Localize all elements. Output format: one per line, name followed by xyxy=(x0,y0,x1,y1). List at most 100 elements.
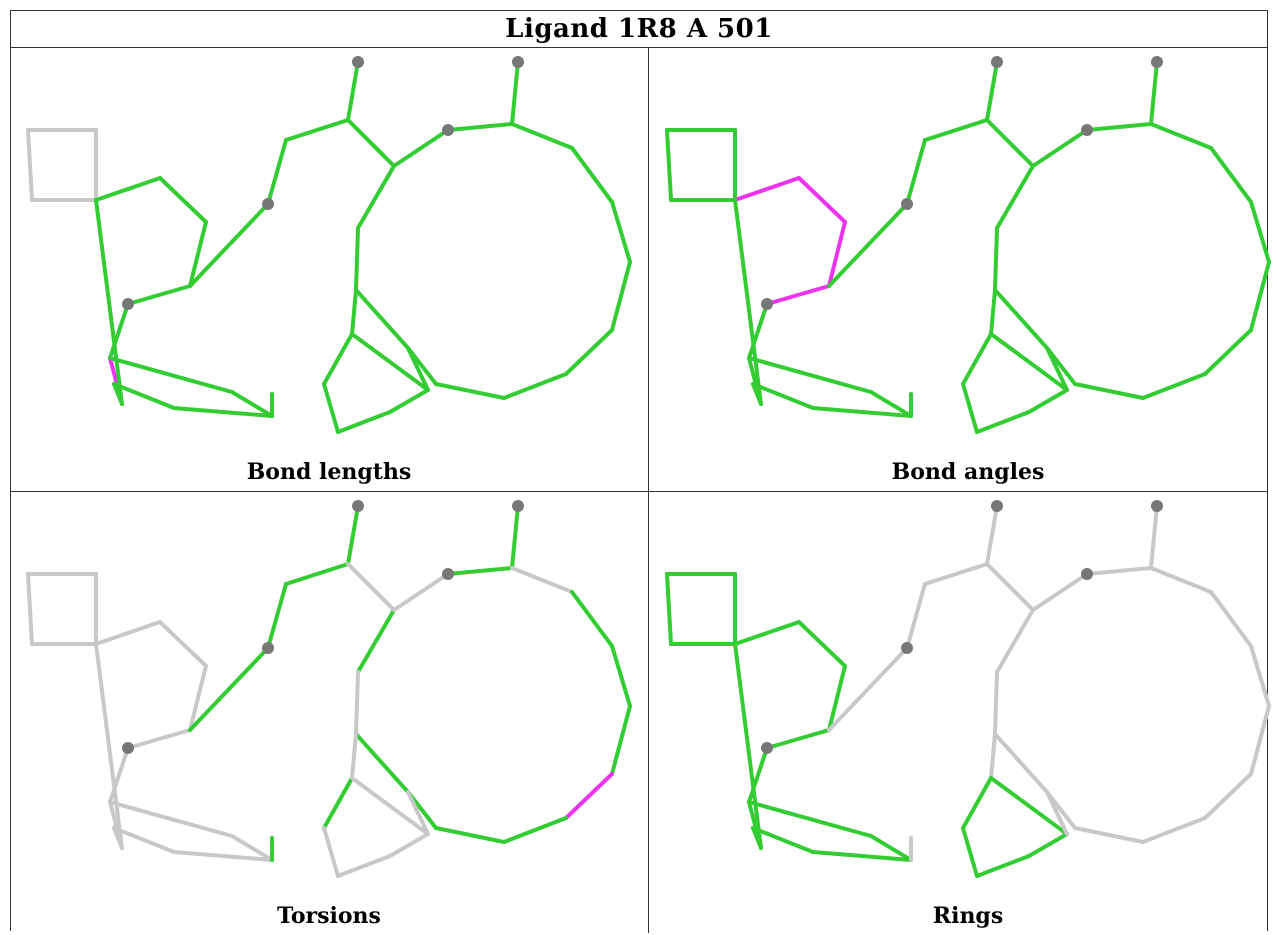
bond-line xyxy=(1027,388,1069,414)
panel-bond-angles: Bond angles xyxy=(649,48,1277,491)
bond-line xyxy=(1209,590,1253,648)
atom-marker xyxy=(442,124,454,136)
bond-line xyxy=(1249,644,1271,708)
bond-line xyxy=(733,176,801,202)
panel-rings: Rings xyxy=(649,492,1277,935)
bond-line xyxy=(158,620,208,668)
bond-line xyxy=(1249,704,1271,776)
bond-line xyxy=(1203,328,1253,376)
bond-line xyxy=(1073,826,1145,844)
panel-caption: Torsions xyxy=(277,903,381,929)
bond-line xyxy=(923,562,989,586)
bond-line xyxy=(751,826,763,850)
bond-line xyxy=(510,566,574,594)
bond-line xyxy=(346,60,360,122)
bond-line xyxy=(989,288,997,336)
bond-line xyxy=(610,200,632,264)
bond-line xyxy=(112,382,176,410)
bond-line xyxy=(985,562,1035,612)
bond-line xyxy=(1149,60,1159,126)
bond-line xyxy=(869,834,913,862)
bond-line xyxy=(356,608,396,674)
bond-line xyxy=(388,388,430,414)
bond-line xyxy=(993,226,999,292)
bond-line xyxy=(284,118,350,142)
bond-line xyxy=(336,854,392,878)
atom-marker xyxy=(512,500,524,512)
bond-line xyxy=(172,850,274,862)
bond-line xyxy=(733,642,763,850)
bond-line xyxy=(322,826,340,878)
atom-marker xyxy=(352,500,364,512)
bond-line xyxy=(188,664,208,732)
bond-line xyxy=(1085,566,1153,576)
bond-line xyxy=(1149,504,1159,570)
bond-line xyxy=(570,590,614,648)
atom-marker xyxy=(442,568,454,580)
molecule-view-bond-angles xyxy=(665,56,1271,434)
bond-line xyxy=(446,122,514,132)
bond-line xyxy=(94,642,124,850)
bond-line xyxy=(1027,832,1069,858)
bond-line xyxy=(985,118,1035,168)
bond-line xyxy=(989,732,997,780)
bond-line xyxy=(502,372,568,400)
bond-line xyxy=(108,356,234,394)
bond-line xyxy=(961,382,979,434)
bond-line xyxy=(993,288,1049,350)
bond-line xyxy=(112,826,124,850)
bond-line xyxy=(406,790,430,836)
bond-line xyxy=(126,728,192,750)
bond-line xyxy=(230,834,274,862)
bond-line xyxy=(188,646,270,732)
bond-line xyxy=(356,164,396,230)
bond-line xyxy=(94,198,124,406)
bond-line xyxy=(26,572,34,646)
atom-marker xyxy=(991,56,1003,68)
bond-line xyxy=(995,164,1035,230)
bond-line xyxy=(188,220,208,288)
bond-line xyxy=(108,800,234,838)
bond-line xyxy=(322,332,354,386)
bond-line xyxy=(1203,772,1253,820)
bond-line xyxy=(797,176,847,224)
atom-marker xyxy=(761,298,773,310)
bond-line xyxy=(392,572,450,612)
bond-line xyxy=(751,826,815,854)
bond-line xyxy=(1141,816,1207,844)
bond-line xyxy=(284,562,350,586)
atom-marker xyxy=(262,642,274,654)
bond-line xyxy=(610,260,632,332)
figure-title: Ligand 1R8 A 501 xyxy=(10,10,1268,48)
atom-marker xyxy=(262,198,274,210)
bond-line xyxy=(346,504,360,566)
bond-line xyxy=(388,832,430,858)
bond-line xyxy=(510,60,520,126)
atom-marker xyxy=(122,298,134,310)
bond-line xyxy=(346,118,396,168)
bond-line xyxy=(1031,128,1089,168)
atom-marker xyxy=(512,56,524,68)
molecule-view-bond-lengths xyxy=(26,56,632,434)
bond-line xyxy=(797,620,847,668)
atom-marker xyxy=(901,198,913,210)
bond-line xyxy=(765,284,831,306)
bond-line xyxy=(1209,146,1253,204)
panel-divider-horizontal xyxy=(10,491,1268,492)
bond-line xyxy=(510,504,520,570)
bond-line xyxy=(665,128,673,202)
bond-line xyxy=(733,620,801,646)
bond-line xyxy=(230,390,274,418)
bond-line xyxy=(985,60,999,122)
bond-line xyxy=(989,776,1069,836)
bond-line xyxy=(1149,122,1213,150)
atom-marker xyxy=(1081,568,1093,580)
bond-line xyxy=(811,850,913,862)
bond-line xyxy=(923,118,989,142)
bond-line xyxy=(172,406,274,418)
bond-line xyxy=(811,406,913,418)
molecule-view-torsions xyxy=(26,500,632,878)
bond-line xyxy=(350,776,430,836)
bond-line xyxy=(1073,382,1145,400)
atom-marker xyxy=(1081,124,1093,136)
